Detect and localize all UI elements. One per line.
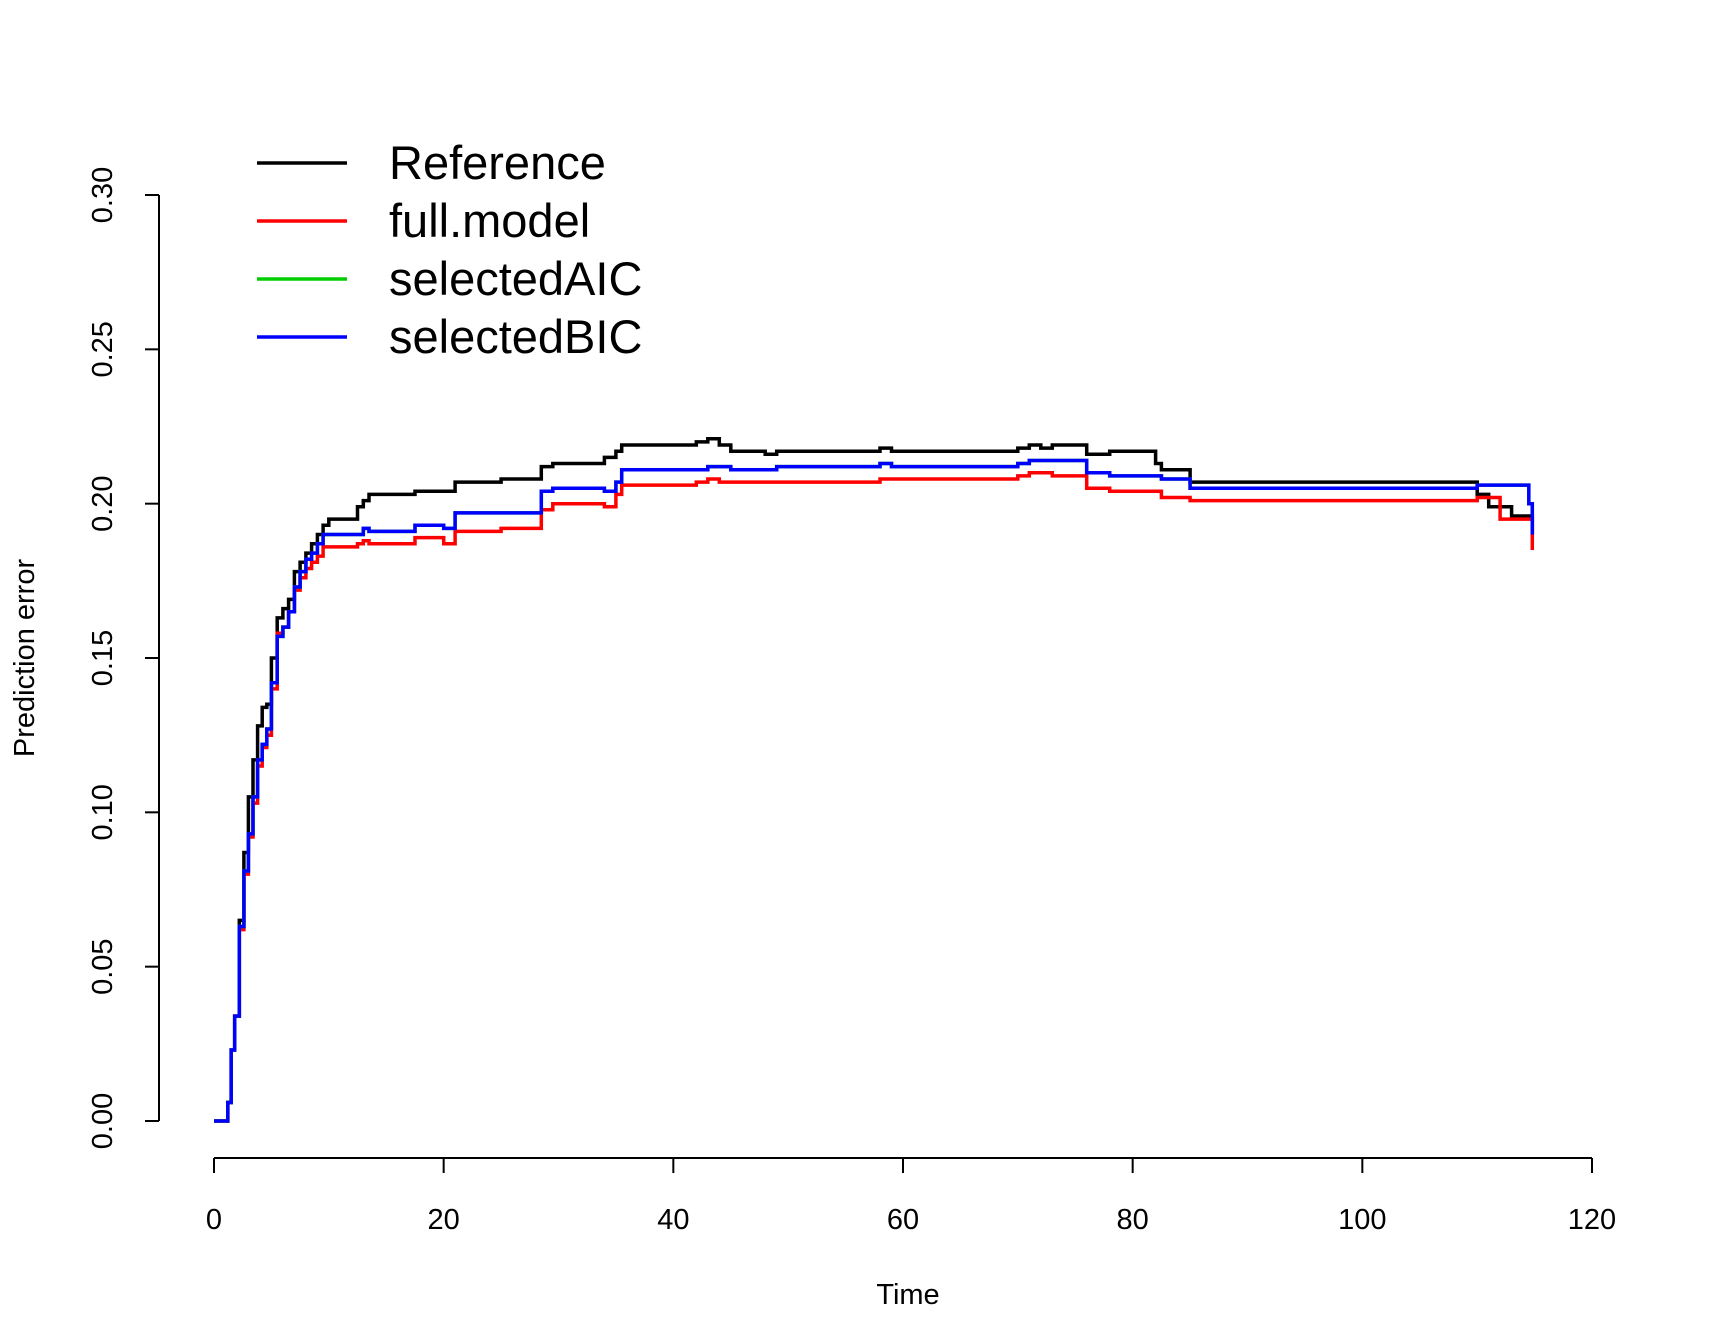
y-tick-label: 0.25 — [87, 321, 119, 377]
legend-label: selectedAIC — [389, 252, 642, 305]
y-tick-label: 0.20 — [87, 475, 119, 531]
series-lines — [214, 437, 1535, 1123]
x-tick-label: 60 — [887, 1204, 919, 1236]
legend-label: selectedBIC — [389, 310, 642, 363]
series-line-reference — [214, 437, 1535, 1123]
x-tick-label: 40 — [657, 1204, 689, 1236]
y-axis-ticks: 0.00 0.05 0.10 0.15 0.20 0.25 0.30 — [87, 167, 159, 1149]
legend: Referencefull.modelselectedAICselectedBI… — [257, 136, 642, 363]
y-tick-label: 0.10 — [87, 784, 119, 840]
x-tick-label: 100 — [1338, 1204, 1386, 1236]
y-tick-label: 0.05 — [87, 938, 119, 994]
series-line-selectedbic — [214, 458, 1535, 1123]
y-axis-title: Prediction error — [9, 559, 41, 758]
x-axis-title: Time — [876, 1279, 939, 1311]
x-tick-label: 20 — [428, 1204, 460, 1236]
x-tick-label: 120 — [1568, 1204, 1616, 1236]
legend-label: full.model — [389, 194, 590, 247]
x-axis: 0 20 40 60 80 100 120 Time — [206, 1157, 1616, 1311]
y-axis: 0.00 0.05 0.10 0.15 0.20 0.25 0.30 Prediction … — [9, 167, 160, 1149]
x-tick-label: 0 — [206, 1204, 222, 1236]
y-tick-label: 0.30 — [87, 167, 119, 223]
legend-label: Reference — [389, 136, 606, 189]
x-axis-ticks: 0 20 40 60 80 100 120 — [206, 1158, 1616, 1236]
y-tick-label: 0.15 — [87, 630, 119, 686]
y-tick-label: 0.00 — [87, 1093, 119, 1149]
x-tick-label: 80 — [1117, 1204, 1149, 1236]
